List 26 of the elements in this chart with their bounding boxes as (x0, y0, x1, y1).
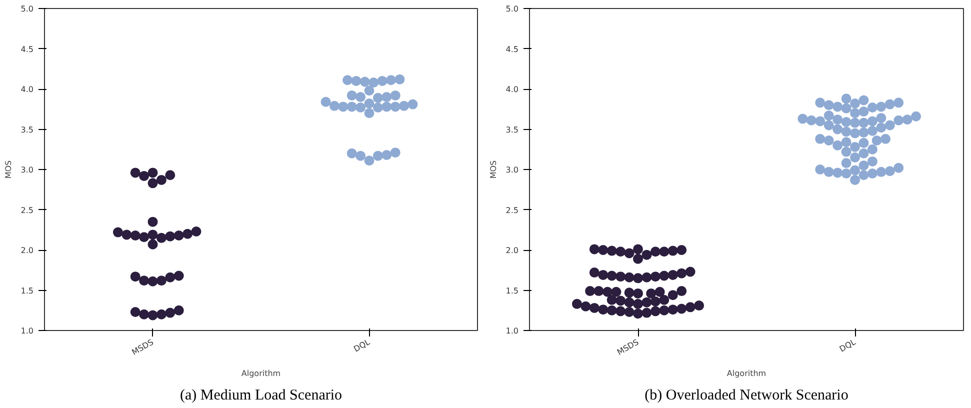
y-tick-label: 3.0 (506, 166, 519, 174)
text: (b) Overloaded Network Scenario (644, 388, 848, 404)
y-tick-label: 4.5 (506, 44, 519, 54)
x-tick-label: DQL (352, 337, 372, 354)
text: (a) Medium Load Scenario (180, 388, 342, 404)
y-tick-label: 3.0 (20, 166, 34, 174)
y-tick-label: 4.0 (506, 85, 519, 94)
y-tick-label: 3.5 (20, 125, 34, 134)
y-tick-label: 2.0 (20, 246, 34, 255)
y-tick-label: 5.0 (506, 4, 519, 14)
y-tick-label: 2.5 (506, 206, 519, 215)
y-tick-label: 2.0 (506, 246, 519, 255)
x-tick-label: DQL (838, 337, 858, 354)
x-axis-title: Algorithm (726, 368, 766, 378)
x-axis-title: Algorithm (241, 368, 281, 378)
y-tick-label: 3.5 (506, 125, 519, 134)
y-tick-label: 1.0 (506, 326, 519, 336)
y-axis-title: MOS (4, 160, 13, 179)
y-tick-label: 5.0 (20, 4, 34, 14)
y-tick-label: 4.5 (20, 44, 34, 54)
y-axis-title: MOS (488, 160, 498, 179)
y-tick-label: 1.5 (20, 286, 34, 296)
y-tick-label: 1.5 (506, 286, 519, 296)
y-tick-label: 4.0 (20, 85, 34, 94)
y-tick-label: 1.0 (20, 326, 34, 336)
y-tick-label: 2.5 (20, 206, 34, 215)
